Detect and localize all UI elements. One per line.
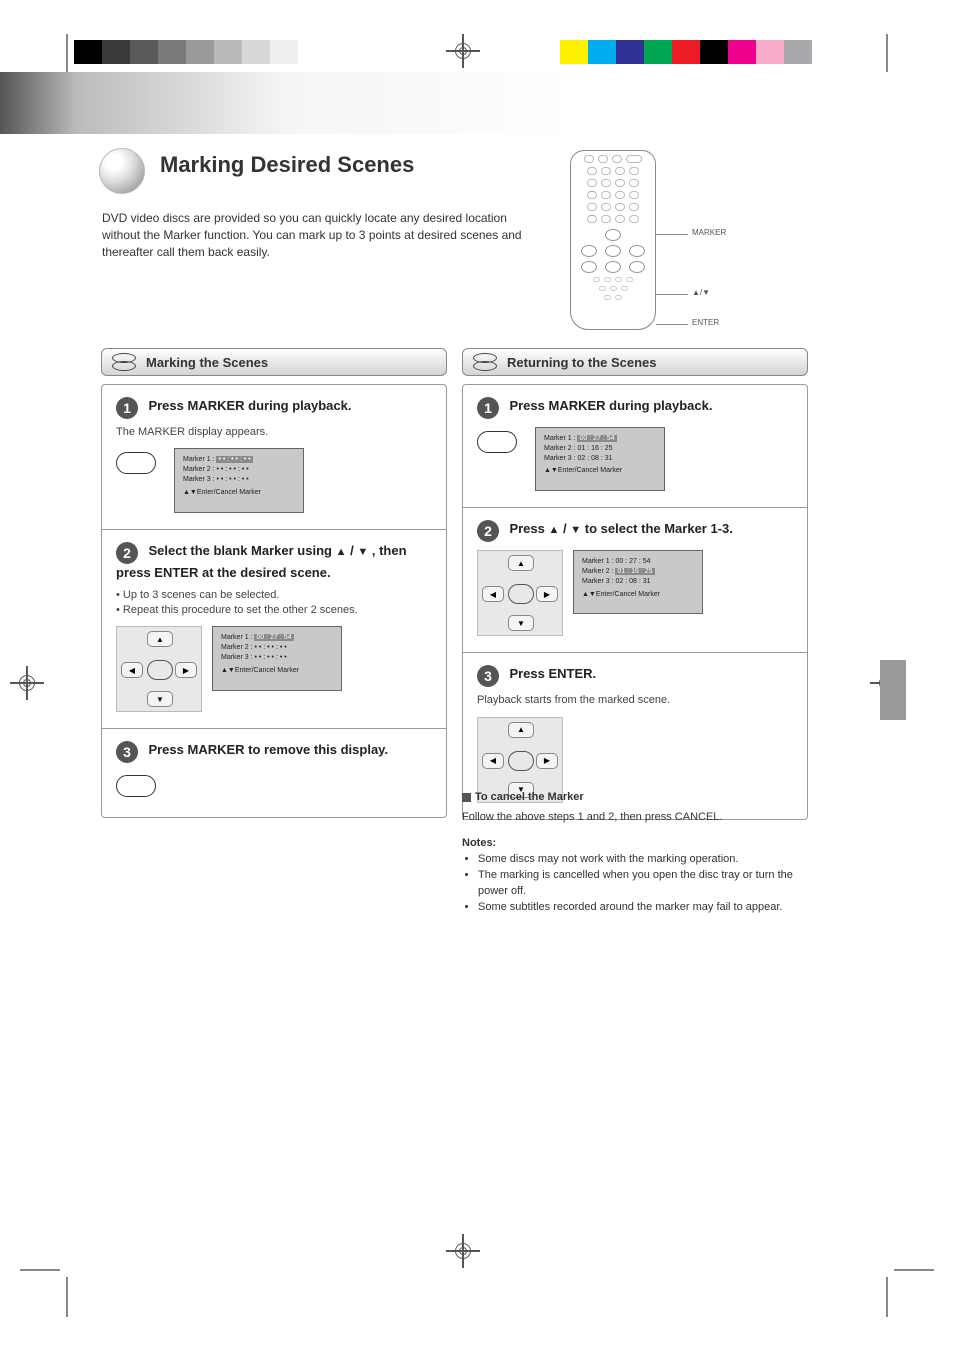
step-number: 3: [116, 741, 138, 763]
dpad-enter-icon: [508, 751, 534, 771]
section-title: Returning to the Scenes: [507, 355, 657, 370]
notes-list: Some discs may not work with the marking…: [478, 852, 808, 916]
section-header-marking: Marking the Scenes: [101, 348, 447, 376]
section-header-returning: Returning to the Scenes: [462, 348, 808, 376]
note-item: Some subtitles recorded around the marke…: [478, 900, 808, 916]
side-tab: [880, 660, 906, 720]
remote-leader-line: [656, 324, 688, 325]
square-bullet-icon: [462, 793, 471, 802]
dpad-up-icon: ▲: [508, 555, 534, 571]
button-oval-icon: [477, 431, 517, 453]
notes-body: Follow the above steps 1 and 2, then pre…: [462, 810, 808, 826]
step-title: Press MARKER to remove this display.: [148, 742, 388, 757]
triangle-up-icon: ▲: [336, 546, 347, 558]
dpad-right-icon: ▶: [536, 586, 558, 602]
left-step-2: 2 Select the blank Marker using ▲ / ▼ , …: [102, 530, 446, 730]
intro-text: DVD video discs are provided so you can …: [102, 210, 532, 260]
dpad-left-icon: ◀: [121, 662, 143, 678]
step-number: 2: [116, 542, 138, 564]
button-oval-icon: [116, 452, 156, 474]
panel-returning: 1 Press MARKER during playback. Marker 1…: [462, 384, 808, 820]
dpad-up-icon: ▲: [508, 722, 534, 738]
dpad-down-icon: ▼: [147, 691, 173, 707]
dpad-left-icon: ◀: [482, 586, 504, 602]
remote-label-marker: MARKER: [692, 228, 726, 237]
step-number: 3: [477, 665, 499, 687]
printer-colorbar-color: [560, 40, 812, 64]
osd-display: Marker 1 : 00 : 27 : 54 Marker 2 : 01 : …: [535, 427, 665, 491]
step-title: Press MARKER during playback.: [509, 398, 712, 413]
sphere-icon: [99, 148, 145, 194]
step-title: Select the blank Marker using ▲ / ▼ , th…: [116, 543, 407, 580]
page-title: Marking Desired Scenes: [160, 152, 414, 178]
printer-colorbar-gray: [74, 40, 326, 64]
step-number: 1: [477, 397, 499, 419]
crop-mark: [66, 1277, 68, 1317]
disc-icon: [473, 353, 499, 371]
osd-display: Marker 1 : 00 : 27 : 54 Marker 2 : 01 : …: [573, 550, 703, 614]
disc-icon: [112, 353, 138, 371]
step-body: • Up to 3 scenes can be selected. • Repe…: [116, 588, 432, 619]
dpad-enter-icon: [147, 660, 173, 680]
note-item: The marking is cancelled when you open t…: [478, 868, 808, 900]
step-body: Playback starts from the marked scene.: [477, 693, 793, 708]
crop-mark: [66, 34, 68, 74]
left-step-3: 3 Press MARKER to remove this display.: [102, 729, 446, 817]
triangle-up-icon: ▲: [549, 524, 560, 536]
notes-block: To cancel the Marker Follow the above st…: [462, 790, 808, 916]
dpad-right-icon: ▶: [536, 753, 558, 769]
button-oval-icon: [116, 775, 156, 797]
crop-mark: [886, 1277, 888, 1317]
registration-mark-bottom: [450, 1238, 476, 1264]
remote-drawing: [570, 150, 656, 330]
remote-label-enter: ENTER: [692, 318, 719, 327]
registration-mark-top: [450, 38, 476, 64]
step-title: Press MARKER during playback.: [148, 398, 351, 413]
triangle-down-icon: ▼: [357, 546, 368, 558]
section-title: Marking the Scenes: [146, 355, 268, 370]
step-title: Press ▲ / ▼ to select the Marker 1-3.: [509, 521, 732, 536]
remote-leader-line: [656, 294, 688, 295]
right-step-2: 2 Press ▲ / ▼ to select the Marker 1-3. …: [463, 508, 807, 653]
dpad-left-icon: ◀: [482, 753, 504, 769]
dpad-up-icon: ▲: [147, 631, 173, 647]
dpad-icon: ▲ ▼ ◀ ▶: [116, 626, 202, 712]
note-item: Some discs may not work with the marking…: [478, 852, 808, 868]
step-body: The MARKER display appears.: [116, 425, 432, 440]
right-step-1: 1 Press MARKER during playback. Marker 1…: [463, 385, 807, 508]
notes-heading: To cancel the Marker: [475, 791, 584, 803]
dpad-right-icon: ▶: [175, 662, 197, 678]
registration-mark-left: [14, 670, 40, 696]
crop-mark: [20, 1269, 60, 1271]
osd-display: Marker 1 : • • : • • : • • Marker 2 : • …: [174, 448, 304, 512]
triangle-down-icon: ▼: [570, 524, 581, 536]
remote-label-updown: ▲/▼: [692, 288, 710, 297]
step-number: 2: [477, 520, 499, 542]
osd-display: Marker 1 : 00 : 27 : 54 Marker 2 : • • :…: [212, 626, 342, 690]
step-number: 1: [116, 397, 138, 419]
remote-leader-line: [656, 234, 688, 235]
crop-mark: [894, 1269, 934, 1271]
header-gradient: [0, 72, 954, 134]
dpad-icon: ▲ ▼ ◀ ▶: [477, 550, 563, 636]
step-title: Press ENTER.: [509, 666, 596, 681]
left-step-1: 1 Press MARKER during playback. The MARK…: [102, 385, 446, 530]
panel-marking: 1 Press MARKER during playback. The MARK…: [101, 384, 447, 818]
notes-label: Notes:: [462, 836, 808, 852]
crop-mark: [886, 34, 888, 74]
dpad-down-icon: ▼: [508, 615, 534, 631]
dpad-enter-icon: [508, 584, 534, 604]
